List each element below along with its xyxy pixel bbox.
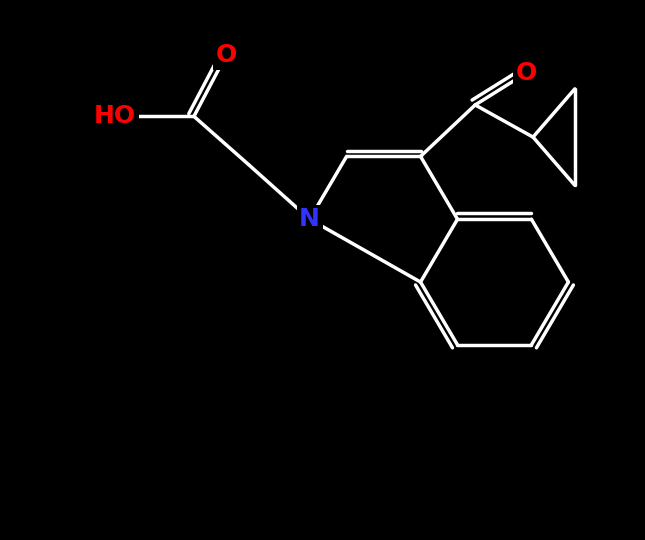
Text: O: O bbox=[516, 61, 537, 85]
Text: HO: HO bbox=[94, 104, 136, 129]
Text: O: O bbox=[215, 43, 237, 68]
Text: N: N bbox=[299, 207, 320, 231]
